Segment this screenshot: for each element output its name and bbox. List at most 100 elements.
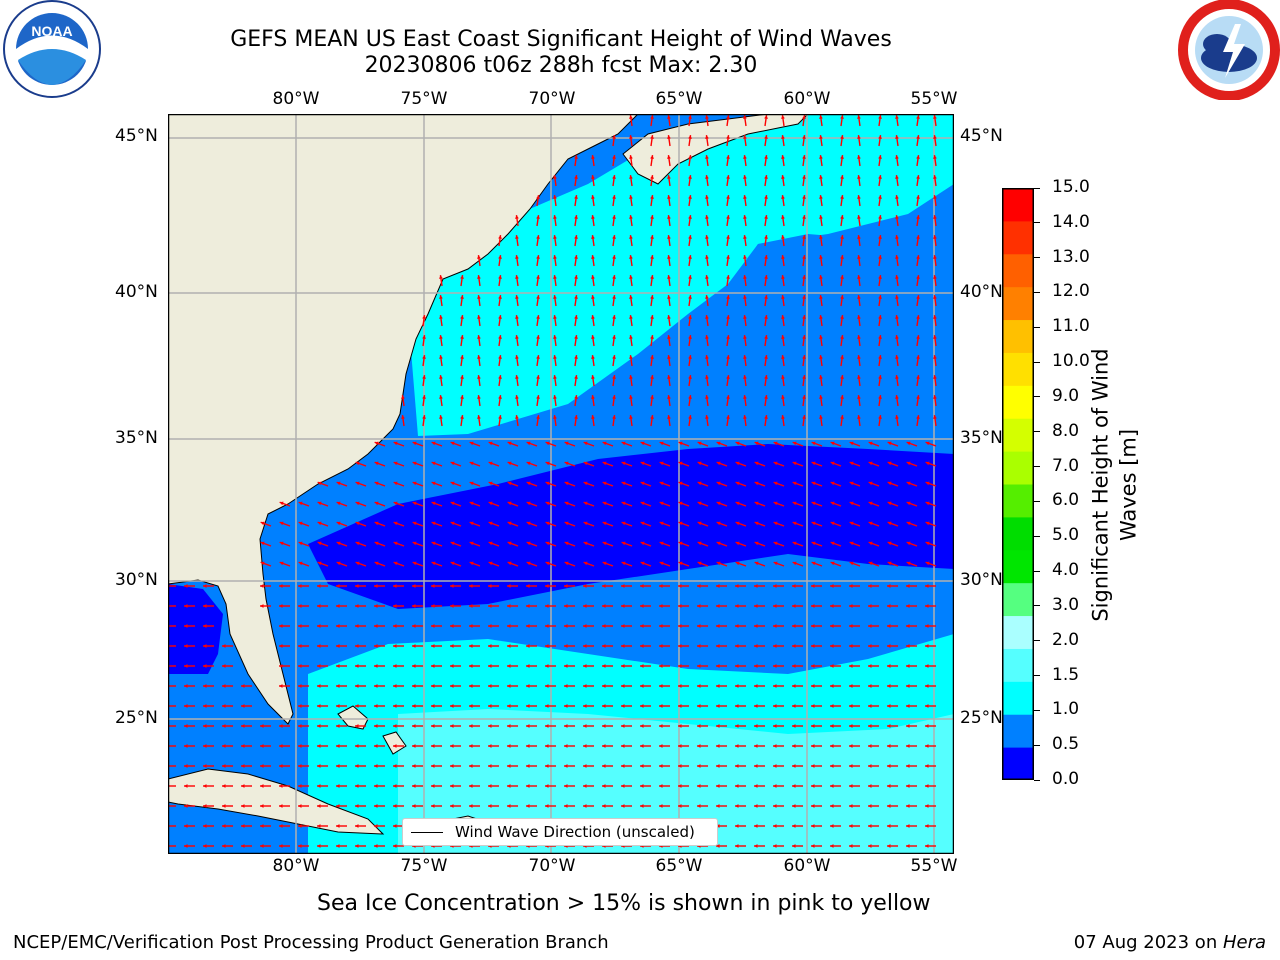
wave-direction-arrow bbox=[336, 481, 348, 487]
wave-direction-arrow bbox=[781, 415, 785, 427]
wave-direction-arrow bbox=[298, 824, 309, 828]
wave-direction-arrow bbox=[393, 744, 404, 748]
wave-direction-arrow bbox=[857, 115, 861, 127]
wave-direction-arrow bbox=[203, 724, 214, 728]
wave-direction-arrow bbox=[933, 355, 937, 367]
colorbar-tick-mark bbox=[1034, 570, 1040, 572]
lat-label-right: 45°N bbox=[960, 126, 1003, 146]
wave-direction-arrow bbox=[317, 804, 328, 808]
wave-direction-arrow bbox=[925, 501, 937, 507]
wave-direction-arrow bbox=[906, 624, 917, 628]
wave-direction-arrow bbox=[726, 355, 730, 367]
wave-direction-arrow bbox=[887, 664, 898, 668]
wave-direction-arrow bbox=[336, 501, 348, 507]
wave-direction-arrow bbox=[184, 604, 195, 608]
wave-direction-arrow bbox=[515, 255, 519, 267]
wave-direction-arrow bbox=[811, 541, 823, 547]
wave-direction-arrow bbox=[355, 844, 366, 848]
wave-direction-arrow bbox=[355, 541, 367, 547]
wave-direction-arrow bbox=[317, 541, 329, 547]
wave-direction-arrow bbox=[925, 521, 937, 527]
wave-direction-arrow bbox=[612, 255, 616, 267]
wave-direction-arrow bbox=[868, 441, 880, 447]
wave-direction-arrow bbox=[650, 135, 654, 147]
colorbar bbox=[1002, 188, 1034, 780]
wave-direction-arrow bbox=[781, 175, 785, 187]
wave-direction-arrow bbox=[716, 744, 727, 748]
wave-direction-arrow bbox=[640, 784, 651, 788]
wave-direction-arrow bbox=[355, 684, 366, 688]
wave-direction-arrow bbox=[849, 704, 860, 708]
wave-direction-arrow bbox=[621, 784, 632, 788]
wave-direction-arrow bbox=[819, 275, 823, 287]
wave-direction-arrow bbox=[355, 521, 367, 527]
wave-direction-arrow bbox=[916, 115, 920, 127]
wave-direction-arrow bbox=[393, 644, 404, 648]
wave-direction-arrow bbox=[754, 844, 765, 848]
wave-direction-arrow bbox=[260, 784, 271, 788]
wave-direction-arrow bbox=[735, 724, 746, 728]
wave-direction-arrow bbox=[536, 335, 540, 347]
wave-direction-arrow bbox=[705, 395, 709, 407]
wave-direction-arrow bbox=[819, 295, 823, 307]
wave-direction-arrow bbox=[792, 561, 804, 567]
colorbar-tick-mark bbox=[1034, 222, 1040, 224]
wave-direction-arrow bbox=[906, 824, 917, 828]
wave-direction-arrow bbox=[840, 135, 844, 147]
wave-direction-arrow bbox=[705, 375, 709, 387]
wave-direction-arrow bbox=[754, 541, 766, 547]
wave-direction-arrow bbox=[764, 135, 768, 147]
wave-direction-arrow bbox=[393, 481, 405, 487]
wave-direction-arrow bbox=[933, 135, 937, 147]
wave-direction-arrow bbox=[868, 664, 879, 668]
wave-direction-arrow bbox=[773, 541, 785, 547]
wave-direction-arrow bbox=[488, 704, 499, 708]
wave-direction-arrow bbox=[754, 724, 765, 728]
wave-direction-arrow bbox=[460, 295, 464, 307]
wave-direction-arrow bbox=[764, 195, 768, 207]
wave-direction-arrow bbox=[526, 644, 537, 648]
wave-direction-arrow bbox=[802, 315, 806, 327]
wave-direction-arrow bbox=[401, 395, 405, 407]
wave-direction-arrow bbox=[422, 335, 426, 347]
wave-direction-arrow bbox=[678, 704, 689, 708]
wave-direction-arrow bbox=[298, 704, 309, 708]
wave-direction-arrow bbox=[574, 235, 578, 247]
wave-direction-arrow bbox=[735, 624, 746, 628]
wave-direction-arrow bbox=[355, 501, 367, 507]
wave-direction-arrow bbox=[222, 784, 233, 788]
wave-direction-arrow bbox=[477, 295, 481, 307]
wave-direction-arrow bbox=[667, 335, 671, 347]
wave-direction-arrow bbox=[811, 824, 822, 828]
wave-direction-arrow bbox=[857, 195, 861, 207]
wave-direction-arrow bbox=[574, 295, 578, 307]
wave-direction-arrow bbox=[754, 521, 766, 527]
wave-direction-arrow bbox=[764, 355, 768, 367]
colorbar-tick-label: 11.0 bbox=[1052, 316, 1090, 337]
colorbar-tick-label: 5.0 bbox=[1052, 525, 1080, 546]
wave-direction-arrow bbox=[678, 501, 690, 507]
wave-direction-arrow bbox=[650, 395, 654, 407]
wave-direction-arrow bbox=[849, 541, 861, 547]
wave-direction-arrow bbox=[933, 295, 937, 307]
wave-direction-arrow bbox=[659, 501, 671, 507]
wave-direction-arrow bbox=[393, 844, 404, 848]
wave-direction-arrow bbox=[184, 724, 195, 728]
wave-direction-arrow bbox=[802, 395, 806, 407]
wave-direction-arrow bbox=[526, 624, 537, 628]
wave-direction-arrow bbox=[431, 624, 442, 628]
wave-direction-arrow bbox=[773, 604, 784, 608]
wave-direction-arrow bbox=[393, 724, 404, 728]
wave-direction-arrow bbox=[450, 744, 461, 748]
wave-direction-arrow bbox=[735, 541, 747, 547]
wave-direction-arrow bbox=[906, 844, 917, 848]
wave-direction-arrow bbox=[640, 441, 652, 447]
wave-direction-arrow bbox=[792, 824, 803, 828]
wave-direction-arrow bbox=[640, 684, 651, 688]
wave-direction-arrow bbox=[743, 255, 747, 267]
lon-label-top: 65°W bbox=[655, 89, 703, 109]
wave-direction-arrow bbox=[515, 375, 519, 387]
wave-direction-arrow bbox=[640, 461, 652, 467]
wave-direction-arrow bbox=[697, 624, 708, 628]
wave-direction-arrow bbox=[184, 684, 195, 688]
